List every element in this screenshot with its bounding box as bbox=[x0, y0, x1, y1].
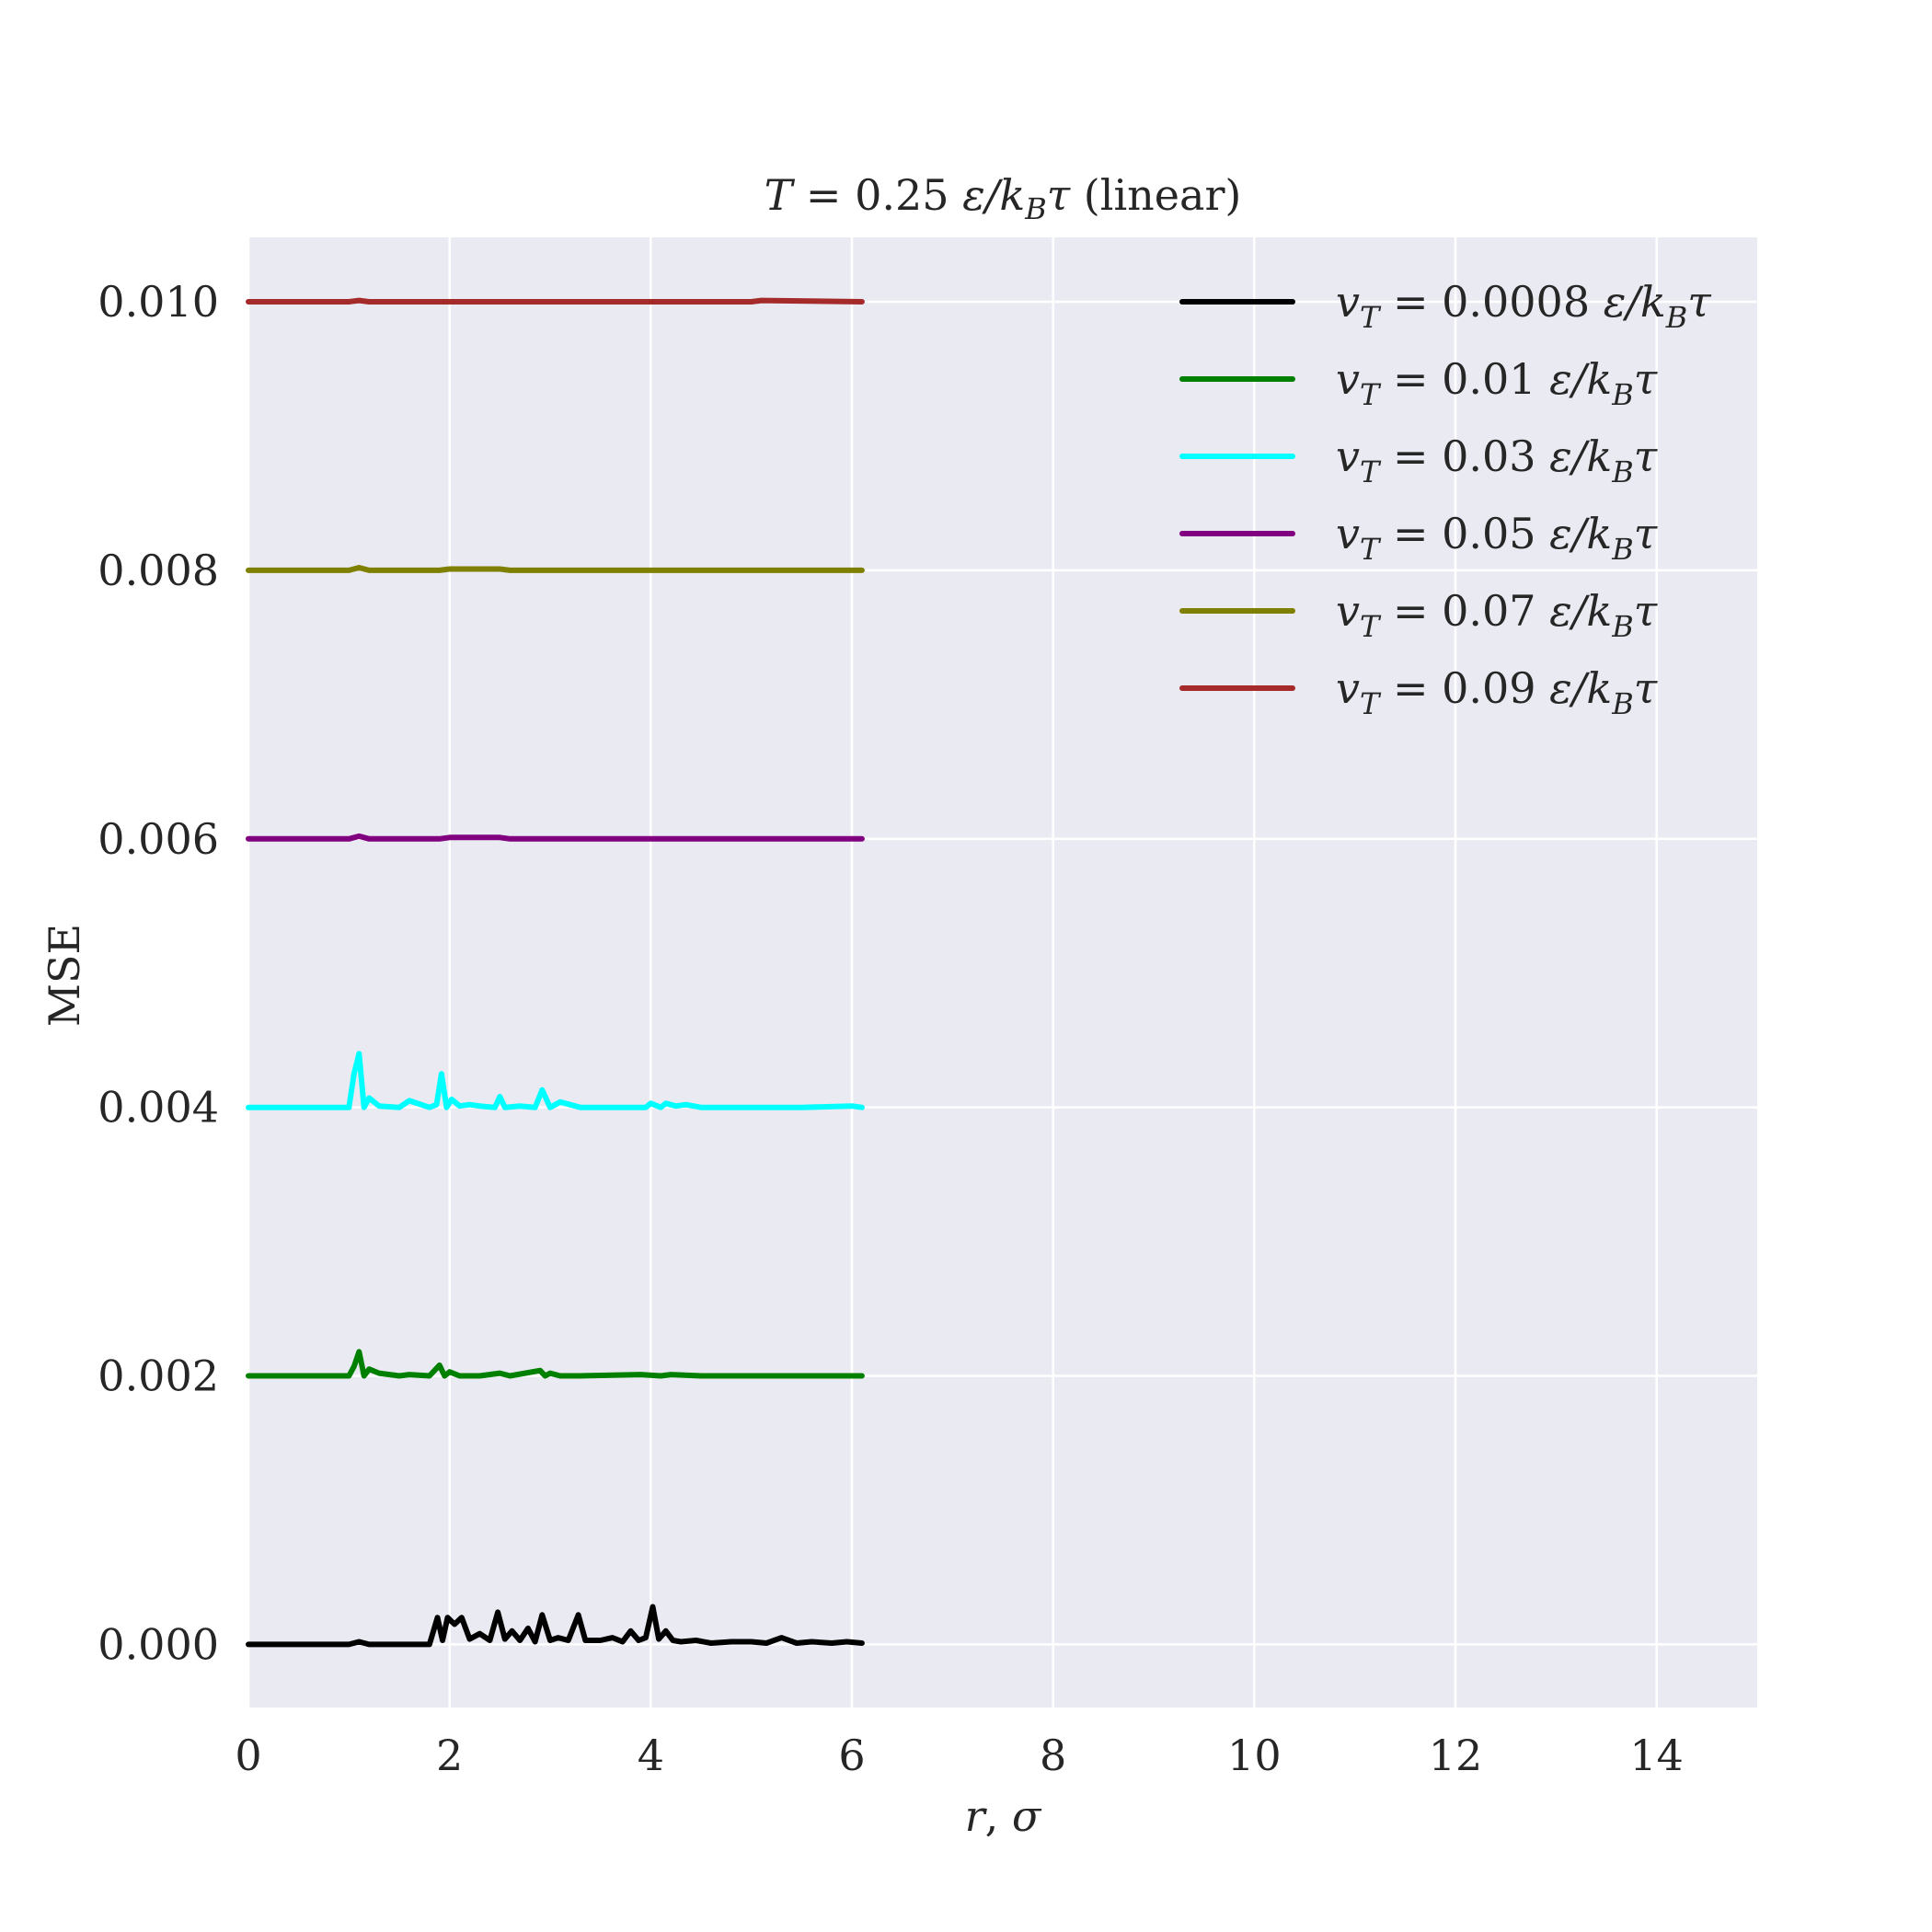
series-line bbox=[246, 833, 865, 842]
y-tick-label: 0.006 bbox=[98, 814, 219, 864]
x-tick-label: 2 bbox=[436, 1731, 463, 1780]
x-tick-label: 10 bbox=[1227, 1731, 1282, 1780]
y-tick-label: 0.000 bbox=[98, 1619, 219, 1669]
legend-label: vT = 0.09 ε/kBτ bbox=[1336, 663, 1659, 721]
series-layer bbox=[246, 297, 865, 1648]
x-tick-label: 6 bbox=[838, 1731, 865, 1780]
chart-title: T = 0.25 ε/kBτ (linear) bbox=[765, 170, 1242, 226]
legend-label: vT = 0.03 ε/kBτ bbox=[1336, 431, 1659, 489]
x-tick-label: 12 bbox=[1429, 1731, 1483, 1780]
x-tick-label: 14 bbox=[1629, 1731, 1684, 1780]
x-tick-label: 0 bbox=[235, 1731, 261, 1780]
legend-label: vT = 0.01 ε/kBτ bbox=[1336, 354, 1659, 412]
legend-label: vT = 0.07 ε/kBτ bbox=[1336, 586, 1659, 644]
series-line bbox=[246, 565, 865, 573]
series-line bbox=[246, 1051, 865, 1110]
y-tick-label: 0.004 bbox=[98, 1083, 219, 1133]
legend-label: vT = 0.0008 ε/kBτ bbox=[1336, 277, 1712, 335]
y-tick-label: 0.002 bbox=[98, 1351, 219, 1401]
plot-area bbox=[248, 237, 1757, 1708]
y-tick-labels: 0.000 0.002 0.004 0.006 0.008 0.010 bbox=[98, 277, 219, 1669]
series-line bbox=[246, 1604, 865, 1648]
x-tick-labels: 0 2 4 6 8 10 12 14 bbox=[235, 1731, 1684, 1780]
x-tick-label: 8 bbox=[1040, 1731, 1066, 1780]
series-line bbox=[246, 1349, 865, 1379]
y-axis-label: MSE bbox=[40, 924, 89, 1027]
legend: vT = 0.0008 ε/kBτ vT = 0.01 ε/kBτ vT = 0.0… bbox=[1179, 277, 1712, 721]
y-tick-label: 0.010 bbox=[98, 277, 219, 327]
x-gridlines bbox=[247, 237, 1658, 1708]
x-axis-label: r, σ bbox=[965, 1791, 1042, 1841]
series-line bbox=[246, 297, 865, 305]
legend-label: vT = 0.05 ε/kBτ bbox=[1336, 509, 1659, 567]
x-tick-label: 4 bbox=[638, 1731, 664, 1780]
y-tick-label: 0.008 bbox=[98, 546, 219, 595]
